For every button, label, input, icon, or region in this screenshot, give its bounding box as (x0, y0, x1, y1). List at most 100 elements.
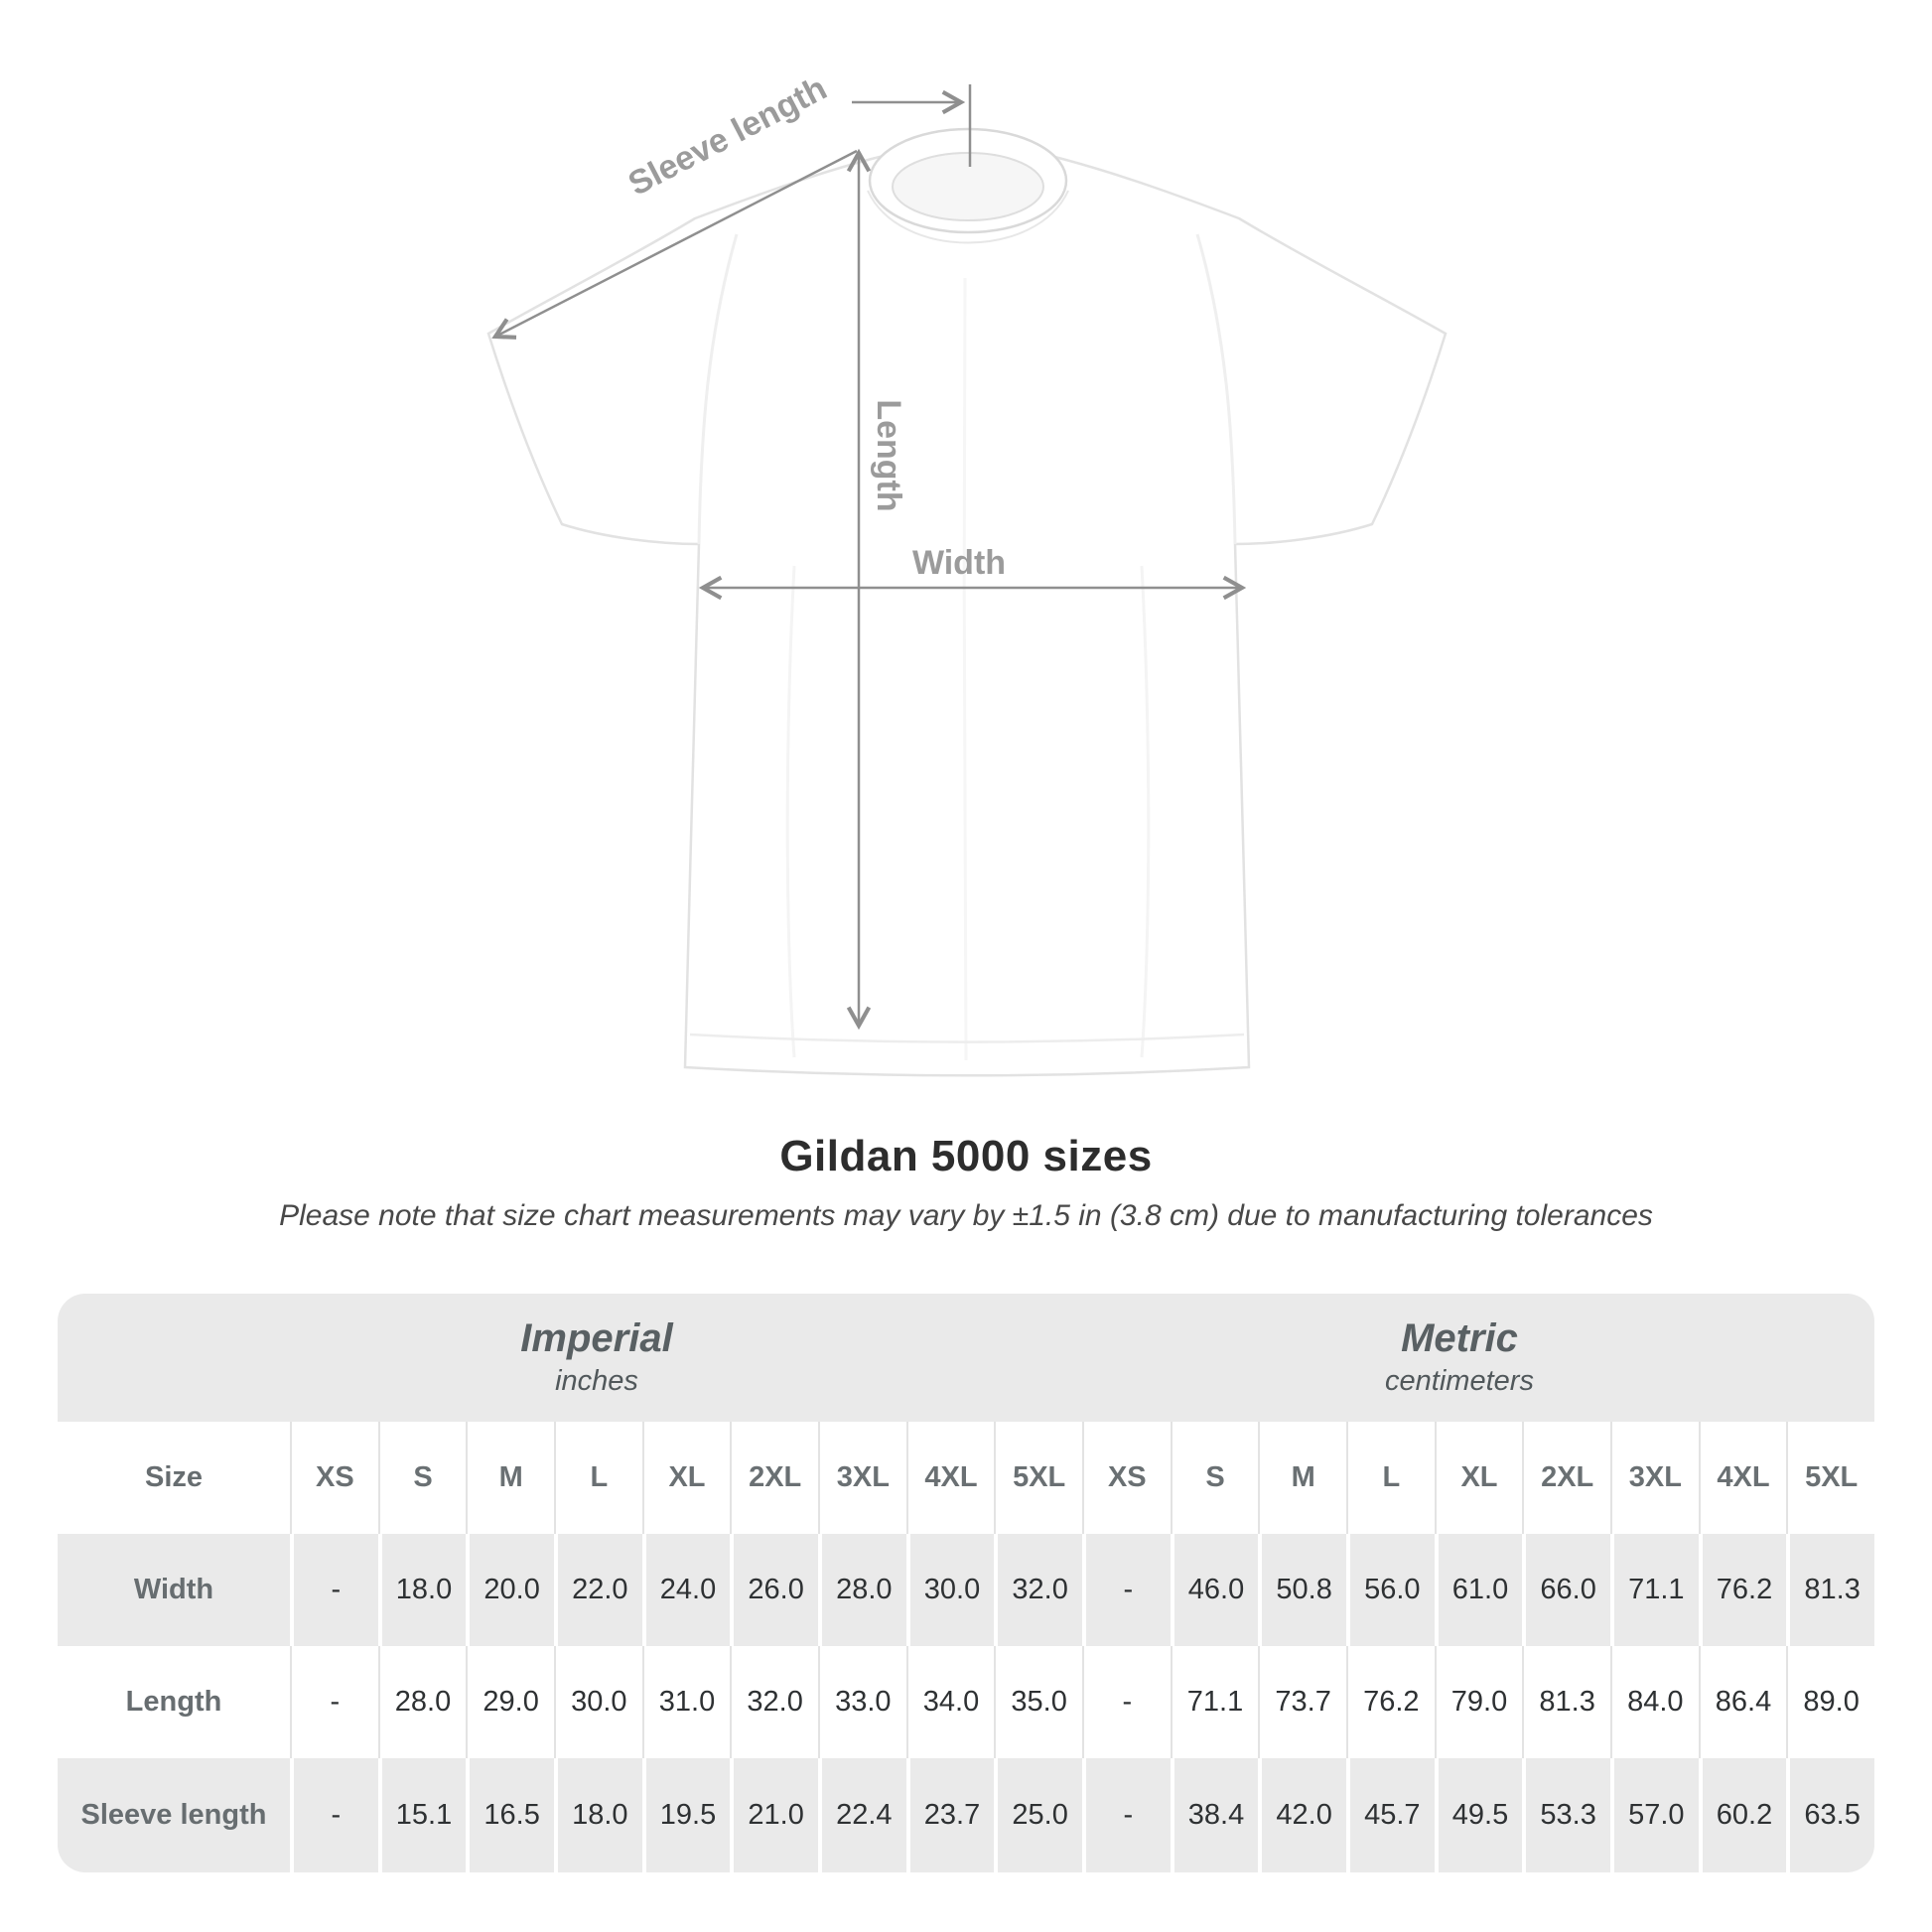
table-cell: 71.1 (1170, 1646, 1259, 1758)
table-cell: 38.4 (1170, 1758, 1259, 1872)
size-column-header-imperial-4xl: 4XL (905, 1422, 995, 1534)
table-cell: 79.0 (1434, 1646, 1523, 1758)
table-cell: 20.0 (466, 1534, 554, 1646)
size-column-header-imperial-xs: XS (290, 1422, 378, 1534)
imperial-section-unit: inches (555, 1365, 638, 1397)
table-cell: 25.0 (994, 1758, 1082, 1872)
table-cell: 18.0 (553, 1758, 642, 1872)
table-cell: 45.7 (1345, 1758, 1435, 1872)
tolerance-note: Please note that size chart measurements… (279, 1199, 1653, 1232)
table-cell: 50.8 (1258, 1534, 1346, 1646)
right-sleeve-seam (1195, 233, 1237, 545)
hem-stitch (689, 1033, 1245, 1043)
tshirt-diagram: Sleeve length Length Width (486, 69, 1448, 1077)
table-cell: 49.5 (1434, 1758, 1523, 1872)
size-column-header-metric-s: S (1170, 1422, 1259, 1534)
table-cell: 30.0 (905, 1534, 995, 1646)
size-column-header-metric-4xl: 4XL (1698, 1422, 1787, 1534)
size-column-header-imperial-3xl: 3XL (817, 1422, 906, 1534)
sleeve-length-row-label: Sleeve length (80, 1799, 267, 1831)
crease-right (1140, 565, 1151, 1058)
table-cell: 34.0 (905, 1646, 995, 1758)
size-column-header-imperial-l: L (553, 1422, 642, 1534)
size-column-header-imperial-s: S (377, 1422, 467, 1534)
size-column-header-metric-m: M (1258, 1422, 1346, 1534)
size-column-header-metric-xl: XL (1434, 1422, 1523, 1534)
length-row-label: Length (125, 1686, 222, 1718)
size-column-header-imperial-2xl: 2XL (730, 1422, 818, 1534)
table-cell: 33.0 (817, 1646, 906, 1758)
table-cell: 16.5 (466, 1758, 554, 1872)
metric-section-title: Metric (1401, 1316, 1518, 1360)
table-cell: 31.0 (641, 1646, 731, 1758)
size-column-header-imperial-5xl: 5XL (994, 1422, 1082, 1534)
table-cell: - (1081, 1758, 1171, 1872)
table-cell: 84.0 (1609, 1646, 1699, 1758)
table-cell: 66.0 (1522, 1534, 1610, 1646)
table-cell: 73.7 (1258, 1646, 1346, 1758)
crease-left (785, 565, 796, 1058)
table-cell: 19.5 (641, 1758, 731, 1872)
table-cell: 60.2 (1698, 1758, 1787, 1872)
table-cell: 28.0 (377, 1646, 467, 1758)
table-cell: 23.7 (905, 1758, 995, 1872)
table-cell: 28.0 (817, 1534, 906, 1646)
collar-inner (892, 152, 1044, 221)
table-cell: - (1081, 1646, 1171, 1758)
table-cell: 61.0 (1434, 1534, 1523, 1646)
table-cell: 56.0 (1345, 1534, 1435, 1646)
tshirt-illustration (486, 127, 1448, 1077)
table-cell: 29.0 (466, 1646, 554, 1758)
table-cell: 26.0 (730, 1534, 818, 1646)
sleeve-length-row: Sleeve length -15.1 16.5 18.0 19.5 21.0 22.4 2… (58, 1758, 1874, 1872)
table-cell: 71.1 (1609, 1534, 1699, 1646)
width-row-label: Width (133, 1574, 214, 1605)
table-cell: 81.3 (1522, 1646, 1610, 1758)
metric-section-unit: centimeters (1385, 1365, 1534, 1397)
table-cell: 76.2 (1698, 1534, 1787, 1646)
length-label: Length (870, 399, 907, 511)
sleeve-length-arrow (491, 149, 858, 340)
length-row: Length -28.0 29.0 30.0 31.0 32.0 33.0 34.0 35.0… (58, 1646, 1874, 1758)
left-sleeve-seam (697, 233, 739, 545)
table-cell: 22.4 (817, 1758, 906, 1872)
size-column-header-imperial-xl: XL (641, 1422, 731, 1534)
table-cell: 15.1 (377, 1758, 467, 1872)
table-cell: 53.3 (1522, 1758, 1610, 1872)
table-cell: 32.0 (994, 1534, 1082, 1646)
size-column-header-metric-5xl: 5XL (1786, 1422, 1874, 1534)
imperial-section-title: Imperial (520, 1316, 673, 1360)
collar-seam (867, 190, 1069, 244)
imperial-section-header: Imperial inches (520, 1315, 672, 1401)
table-cell: 24.0 (641, 1534, 731, 1646)
table-cell: 76.2 (1345, 1646, 1435, 1758)
size-column-label: Size (144, 1461, 204, 1493)
page-title: Gildan 5000 sizes (779, 1132, 1153, 1180)
size-header-row: Size XS S M L XL 2XL 3XL 4XL 5XL XS S M L XL 2XL 3XL 4XL… (58, 1422, 1874, 1534)
units-header-band: Imperial inches Metric centimeters (58, 1294, 1874, 1422)
table-cell: 42.0 (1258, 1758, 1346, 1872)
size-column-header-metric-3xl: 3XL (1609, 1422, 1699, 1534)
table-cell: - (290, 1646, 378, 1758)
table-cell: - (290, 1758, 378, 1872)
size-column-header-imperial-m: M (466, 1422, 554, 1534)
crease-center (962, 277, 968, 1061)
table-cell: - (290, 1534, 378, 1646)
metric-section-header: Metric centimeters (1385, 1315, 1534, 1401)
size-column-header-metric-2xl: 2XL (1522, 1422, 1610, 1534)
size-table: Imperial inches Metric centimeters Size … (58, 1294, 1874, 1872)
size-column-header-metric-l: L (1345, 1422, 1435, 1534)
width-row: Width -18.0 20.0 22.0 24.0 26.0 28.0 30.0 32.0-… (58, 1534, 1874, 1646)
table-cell: 89.0 (1786, 1646, 1874, 1758)
table-cell: 22.0 (553, 1534, 642, 1646)
table-cell: 32.0 (730, 1646, 818, 1758)
table-cell: - (1081, 1534, 1171, 1646)
table-cell: 63.5 (1786, 1758, 1874, 1872)
table-cell: 21.0 (730, 1758, 818, 1872)
tshirt-body (486, 148, 1448, 1077)
table-cell: 35.0 (994, 1646, 1082, 1758)
table-cell: 81.3 (1786, 1534, 1874, 1646)
measurement-annotations (491, 84, 1247, 1031)
table-cell: 46.0 (1170, 1534, 1259, 1646)
